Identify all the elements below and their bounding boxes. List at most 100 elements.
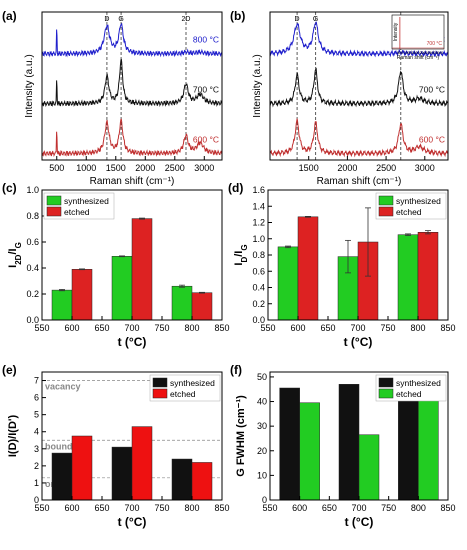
bar-etched [131, 218, 153, 321]
peak-marker-label: G [118, 16, 123, 23]
x-tick-label: 850 [440, 323, 455, 333]
y-tick-label: 5 [34, 410, 39, 420]
legend-entry: synthesized [170, 378, 215, 388]
bar-etched [299, 402, 320, 501]
y-tick-label: 0.2 [26, 289, 39, 299]
legend-swatch [46, 195, 62, 206]
y-tick-label: 0.8 [252, 250, 265, 260]
panel-c: 0.0 0.2 0.4 0.6 0.8 1.0 550 600 650 700 750 800 850 t… [2, 181, 230, 349]
x-tick-label: 850 [214, 503, 229, 513]
x-tick-label: 600 [290, 323, 305, 333]
bar-synthesized [279, 387, 300, 501]
x-axis-label: t (°C) [345, 515, 374, 529]
legend-swatch [378, 206, 394, 217]
x-tick-label: 600 [64, 503, 79, 513]
x-tick-label: 800 [184, 323, 199, 333]
x-tick-label: 800 [411, 503, 426, 513]
y-axis-label-part: I [7, 265, 19, 268]
legend-swatch [46, 206, 62, 217]
y-tick-label: 0.6 [26, 237, 39, 247]
x-tick-label: 650 [320, 323, 335, 333]
x-tick-label: 750 [380, 323, 395, 333]
y-axis-label-part: G [240, 244, 249, 250]
x-tick-label: 850 [440, 503, 455, 513]
x-tick-label: 500 [49, 163, 64, 173]
y-tick-label: 3 [34, 444, 39, 454]
y-axis-label: G FWHM (cm⁻¹) [235, 395, 247, 477]
bar-etched [191, 462, 213, 501]
legend-entry: etched [396, 207, 422, 217]
legend-entry: synthesized [64, 196, 109, 206]
y-tick-label: 1.2 [252, 218, 265, 228]
bar-synthesized [397, 234, 419, 321]
y-tick-label: 0.2 [252, 299, 265, 309]
x-tick-label: 650 [94, 323, 109, 333]
y-axis-label: I(D)/I(D') [7, 415, 19, 458]
y-tick-label: 1.0 [252, 234, 265, 244]
series-label: 700 °C [193, 84, 219, 94]
x-tick-label: 1500 [106, 163, 126, 173]
y-tick-label: 1 [34, 478, 39, 488]
legend-entry: etched [64, 207, 90, 217]
legend-entry: synthesized [396, 378, 441, 388]
x-tick-label: 550 [262, 503, 277, 513]
bar-etched [131, 426, 153, 501]
series-line [41, 58, 223, 107]
peak-marker-label: G [313, 16, 318, 23]
series-line [269, 67, 449, 108]
x-tick-label: 700 [124, 503, 139, 513]
y-tick-label: 20 [257, 446, 267, 456]
legend-entry: etched [170, 389, 196, 399]
y-tick-label: 7 [34, 376, 39, 386]
y-tick-label: 0 [34, 495, 39, 505]
y-tick-label: 40 [257, 397, 267, 407]
y-axis-label: Intensity (a.u.) [24, 54, 35, 117]
legend-swatch [152, 388, 168, 399]
bar-etched [417, 232, 439, 321]
series-label: 600 °C [193, 134, 219, 144]
y-axis-label-part: D [240, 257, 249, 263]
y-tick-label: 0.0 [252, 315, 265, 325]
y-tick-label: 1.4 [252, 201, 265, 211]
panel-label: (c) [2, 181, 17, 195]
y-tick-label: 2 [34, 461, 39, 471]
inset-frame [391, 14, 445, 50]
plot-frame [41, 11, 223, 161]
x-tick-label: 550 [260, 323, 275, 333]
y-tick-label: 6 [34, 393, 39, 403]
bar-synthesized [277, 246, 299, 321]
inset-x-tick-label: 1500 [412, 51, 420, 55]
y-tick-label: 0.4 [26, 263, 39, 273]
inset-x-tick-label: 2500 [427, 51, 435, 55]
panel-label: (f) [230, 363, 242, 377]
legend-entry: etched [396, 389, 422, 399]
panel-e: vacancyboundaryon-site012345675506006507… [2, 363, 230, 529]
x-tick-label: 2000 [337, 163, 357, 173]
x-tick-label: 2500 [165, 163, 185, 173]
x-axis-label: Raman shift (cm⁻¹) [90, 176, 175, 187]
x-axis-label: t (°C) [344, 335, 373, 349]
x-axis-label: Raman shift (cm⁻¹) [317, 176, 402, 187]
x-tick-label: 700 [124, 323, 139, 333]
bar-synthesized [171, 285, 193, 321]
x-tick-label: 600 [64, 323, 79, 333]
legend-entry: synthesized [396, 196, 441, 206]
panel-a: D G 2D 800 °C 700 °C 600 °C 500 1000 1500 2000 250… [2, 9, 223, 187]
inset-x-tick-label: 3000 [435, 51, 443, 55]
reference-line-label: vacancy [45, 382, 81, 392]
y-tick-label: 4 [34, 427, 39, 437]
x-tick-label: 1500 [299, 163, 319, 173]
y-axis-label: ID/IG [233, 244, 249, 265]
x-tick-label: 750 [154, 503, 169, 513]
y-tick-label: 0.8 [26, 211, 39, 221]
y-axis-label: Intensity (a.u.) [252, 54, 263, 117]
x-tick-label: 600 [292, 503, 307, 513]
y-axis-label-part: I [233, 263, 245, 266]
inset-y-label: Intensity [393, 22, 399, 41]
